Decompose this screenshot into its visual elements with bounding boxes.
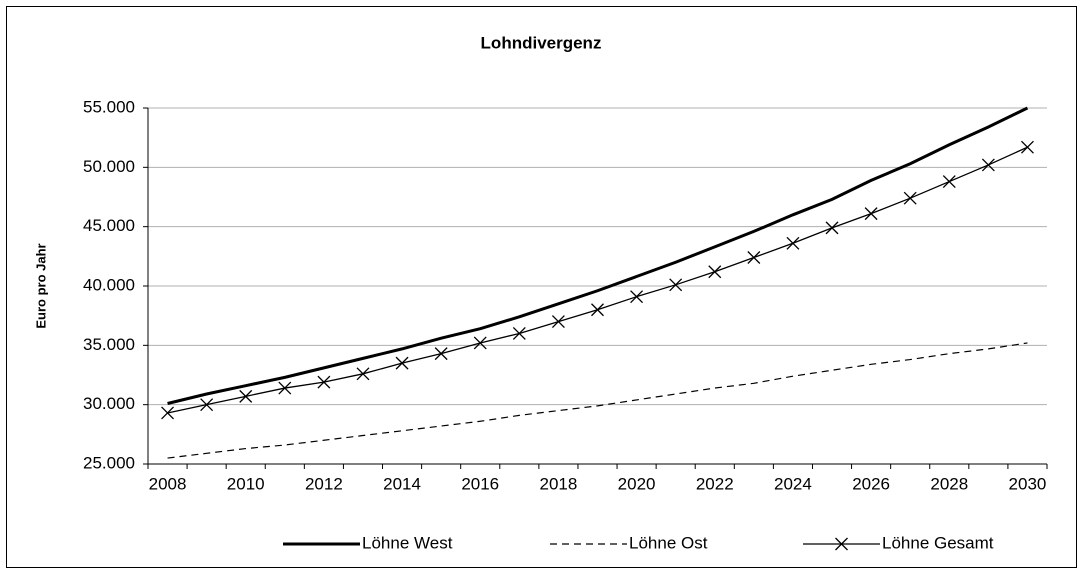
y-tick-label: 55.000 (83, 97, 135, 116)
y-tick-label: 30.000 (83, 394, 135, 413)
legend-label: Löhne West (362, 533, 453, 552)
x-tick-label: 2026 (852, 474, 890, 493)
marker (161, 406, 175, 420)
marker (903, 191, 917, 205)
x-tick-label: 2028 (930, 474, 968, 493)
legend-label: Löhne Ost (629, 533, 708, 552)
marker (942, 175, 956, 189)
marker (512, 327, 526, 340)
marker (278, 381, 292, 395)
legend-label: Löhne Gesamt (882, 533, 994, 552)
x-tick-label: 2024 (774, 474, 812, 493)
x-tick-label: 2018 (539, 474, 577, 493)
y-tick-label: 25.000 (83, 453, 135, 472)
x-tick-label: 2012 (305, 474, 343, 493)
marker (473, 336, 487, 350)
chart-title: Lohndivergenz (481, 33, 602, 52)
series-line (167, 342, 1028, 459)
marker (669, 278, 683, 292)
y-tick-label: 40.000 (83, 275, 135, 294)
marker (239, 389, 253, 403)
marker (864, 207, 878, 221)
x-tick-label: 2016 (461, 474, 499, 493)
marker (395, 356, 409, 370)
marker (200, 398, 214, 412)
y-tick-label: 35.000 (83, 335, 135, 354)
x-tick-label: 2014 (383, 474, 421, 493)
marker (591, 303, 604, 317)
marker (708, 265, 722, 279)
marker (356, 367, 370, 381)
marker (434, 347, 448, 361)
y-tick-label: 50.000 (83, 157, 135, 176)
chart-border (6, 6, 1077, 568)
marker (630, 290, 644, 304)
marker (747, 251, 761, 264)
x-tick-label: 2030 (1009, 474, 1047, 493)
marker (1021, 140, 1034, 154)
x-tick-label: 2020 (618, 474, 656, 493)
marker (317, 375, 331, 389)
marker (786, 236, 800, 250)
marker (551, 315, 565, 329)
y-tick-label: 45.000 (83, 216, 135, 235)
marker (825, 221, 839, 235)
marker (835, 537, 848, 551)
x-tick-label: 2010 (227, 474, 265, 493)
y-axis-label: Euro pro Jahr (33, 243, 48, 328)
x-tick-label: 2022 (696, 474, 734, 493)
marker (981, 158, 995, 172)
x-tick-label: 2008 (149, 474, 187, 493)
series-line (167, 106, 1029, 405)
